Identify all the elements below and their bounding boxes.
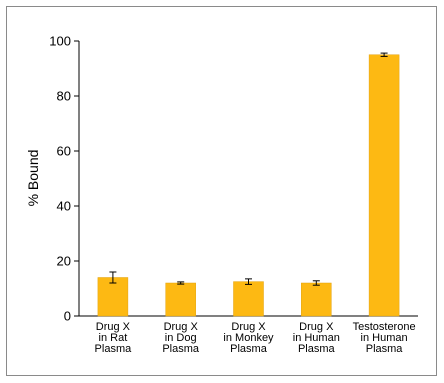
bar: [368, 54, 400, 317]
x-category-label-line: Drug X: [231, 321, 266, 333]
chart-frame: [6, 6, 437, 376]
x-category-label-line: in Monkey: [223, 332, 274, 344]
x-category-label-line: Plasma: [298, 343, 336, 355]
y-axis: 0 20 40 60 80 100: [49, 34, 80, 324]
x-category-label-line: Plasma: [230, 343, 268, 355]
bar: [233, 281, 264, 317]
x-category-label-line: in Human: [361, 332, 408, 344]
x-category-label-line: in Rat: [99, 332, 128, 344]
bars-group: [97, 54, 400, 317]
error-bars-group: [109, 52, 388, 286]
bar: [301, 282, 332, 317]
y-tick-label: 20: [57, 254, 71, 269]
x-category-label-line: Drug X: [299, 321, 334, 333]
x-category-label-line: Plasma: [162, 343, 200, 355]
x-category-label-line: Drug X: [164, 321, 199, 333]
x-category-label-line: Testosterone: [353, 321, 416, 333]
y-tick-label: 100: [49, 34, 71, 49]
y-tick-label: 40: [57, 199, 71, 214]
x-category-label-line: in Dog: [165, 332, 197, 344]
y-tick-label: 60: [57, 144, 71, 159]
x-category-label-line: Drug X: [96, 321, 131, 333]
x-category-label: Testosterone in Human Plasma: [353, 321, 416, 355]
x-category-label-line: Plasma: [366, 343, 404, 355]
y-axis-title: % Bound: [25, 150, 41, 207]
y-tick-label: 80: [57, 89, 71, 104]
bar: [97, 277, 129, 317]
bar: [165, 282, 196, 317]
y-tick-label: 0: [64, 309, 71, 324]
x-category-label-line: Plasma: [95, 343, 133, 355]
x-category-label-line: in Human: [293, 332, 340, 344]
